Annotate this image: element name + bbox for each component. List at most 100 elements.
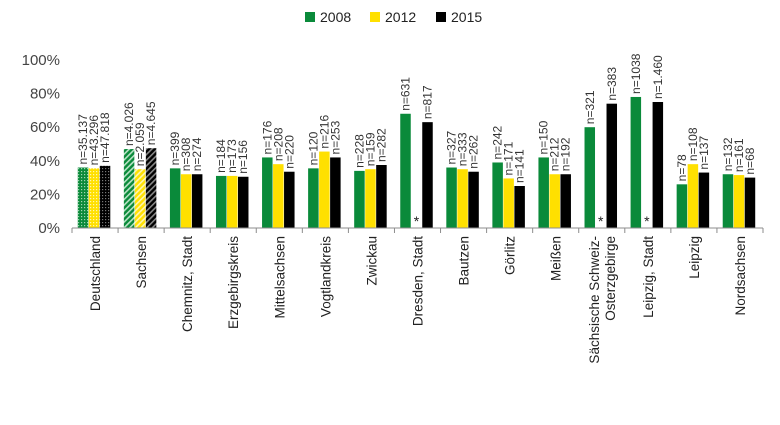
legend: 2008 2012 2015 [305,9,482,25]
sample-size-label: n=631 [399,77,413,111]
category-label: Leipzig, Stadt [641,236,656,318]
sample-size-label: n=253 [328,120,342,154]
bar [180,174,192,228]
bar [319,151,330,228]
bar [365,169,376,228]
sample-size-label: n=161 [732,138,746,172]
bar [376,165,387,228]
y-tick-label: 20% [30,186,60,203]
bar [123,149,135,228]
bar [308,168,319,228]
sample-size-label: n=274 [190,137,204,171]
legend-label: 2012 [385,9,416,25]
category-label: Dresden, Stadt [411,236,426,326]
bar [145,148,157,228]
sample-size-label: n=1038 [629,53,643,94]
bar [237,176,249,228]
category-label: Leipzig [687,236,702,279]
category-label: Bautzen [457,236,472,286]
sample-size-label: n=132 [721,137,735,171]
missing-marker: * [644,213,650,229]
category-label: Sachsen [134,236,149,289]
sample-size-label: n=141 [513,149,527,183]
bar [134,169,146,228]
missing-marker: * [598,213,604,229]
sample-size-label: n=262 [467,135,481,169]
bar [273,164,284,228]
bars [77,96,756,229]
sample-size-label: n=399 [168,131,182,165]
bar [698,172,710,228]
legend-swatch [370,12,380,22]
bar [354,170,365,228]
sample-size-label: n=321 [583,90,597,124]
bar [169,168,181,228]
bar [514,186,525,228]
sample-size-label: n=108 [686,127,700,161]
sample-size-label: n=159 [363,132,377,166]
sample-size-label: n=47.818 [98,112,112,163]
sample-size-label: n=308 [179,137,193,171]
bar [422,122,433,228]
bar [630,96,642,229]
missing-marker: * [414,213,420,229]
bar [468,171,479,228]
category-label: Meißen [549,236,564,281]
bar [284,171,295,228]
y-tick-label: 100% [22,52,60,69]
bar [400,113,411,228]
sample-size-label: n=242 [491,125,505,159]
legend-swatch [436,12,446,22]
bar [722,174,734,228]
sample-size-label: n=383 [605,67,619,101]
category-label: Erzgebirgskreis [226,236,241,329]
bar [538,157,549,228]
sample-size-label: n=192 [559,137,573,171]
sample-size-label: n=35.137 [76,114,90,165]
category-label: Vogtlandkreis [318,236,333,317]
sample-size-label: n=68 [743,147,757,174]
bar [457,169,468,228]
x-axis: Deutschland Sachsen Chemnitz, Stadt Erzgebi… [71,227,764,364]
y-tick-label: 80% [30,86,60,103]
sample-size-label: n=184 [214,139,228,173]
sample-size-label: n=4.645 [144,101,158,145]
sample-size-label: n=43.296 [87,115,101,166]
sample-size-label: n=4.026 [122,102,136,146]
bar [733,175,745,228]
sample-size-label: n=817 [421,85,435,119]
bar [226,175,238,228]
category-label: Görlitz [503,236,518,275]
bar [446,167,457,228]
bar [492,162,503,228]
bar [652,102,664,228]
sample-size-label: n=216 [317,115,331,149]
legend-label: 2015 [451,9,482,25]
category-label: Nordsachsen [733,236,748,316]
sample-size-label: n=220 [282,135,296,169]
sample-size-label: n=137 [697,136,711,170]
sample-size-label: n=176 [260,120,274,154]
bar [262,157,273,228]
sample-size-label: n=78 [675,154,689,181]
bar [99,165,111,228]
legend-swatch [305,12,315,22]
sample-size-label: n=173 [225,139,239,173]
sample-size-label: n=171 [502,141,516,175]
bar [549,174,560,228]
bar [560,174,571,228]
bar [191,174,203,228]
sample-size-label: n=208 [271,127,285,161]
bar [77,167,89,228]
category-label: Chemnitz, Stadt [180,236,195,332]
bar [330,157,341,228]
bar [215,175,227,228]
sample-size-labels: n=35.137 n=4.026 n=399 n=184 n=176 n=120 n=228… [76,53,757,229]
sample-size-label: n=156 [236,140,250,174]
category-label: Osterzgebirge [603,236,618,321]
bar [88,168,100,228]
sample-size-label: n=327 [445,130,459,164]
sample-size-label: n=120 [306,131,320,165]
sample-size-label: n=282 [374,128,388,162]
